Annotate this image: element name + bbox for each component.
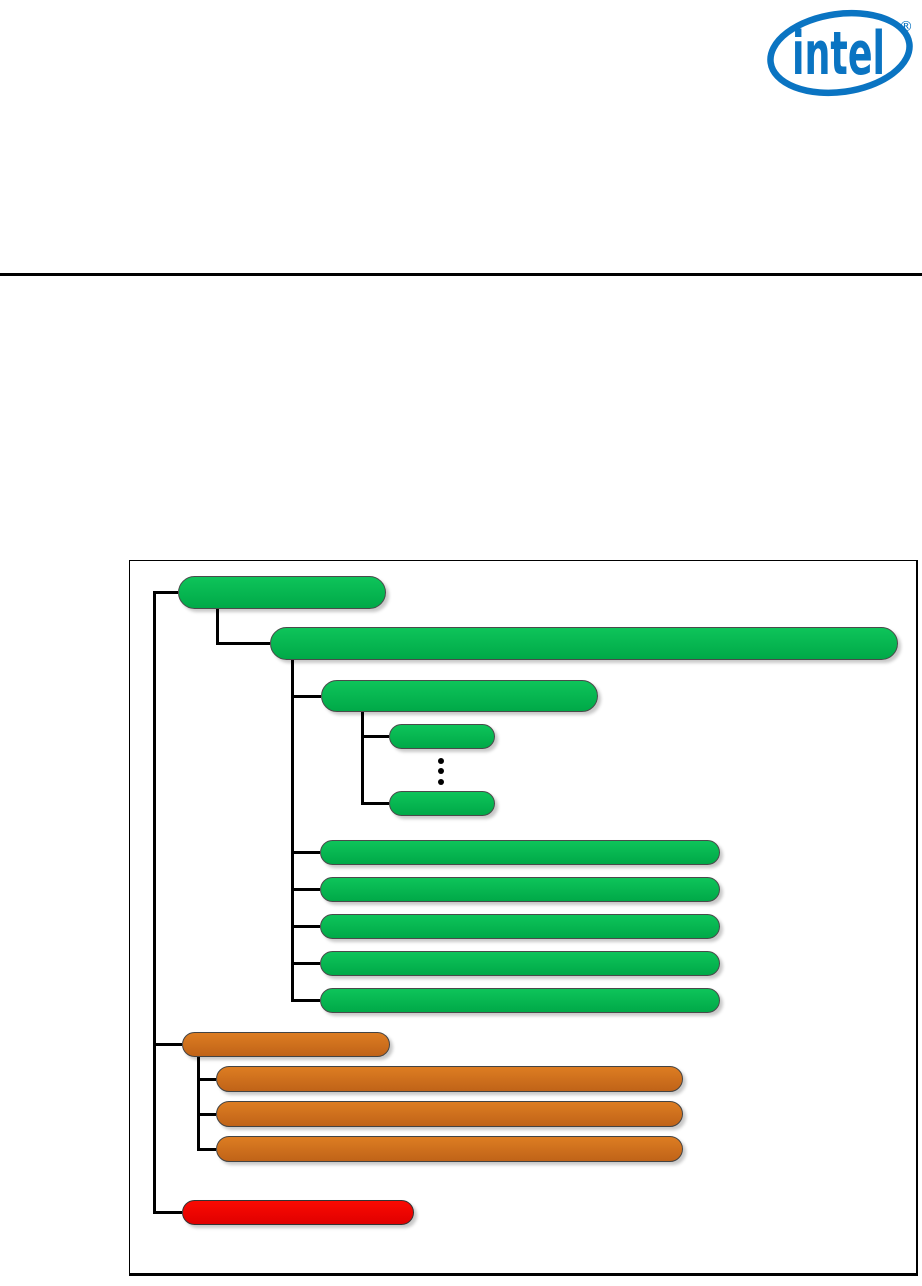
diagram-canvas [130, 561, 916, 1273]
connector-branch-orange-item-1 [197, 1078, 216, 1081]
node-green-branch-wide [270, 627, 898, 660]
connector-green-branch-trunk [291, 660, 294, 1002]
ellipsis-dot [438, 779, 444, 785]
connector-green-root-elbow [216, 642, 270, 645]
node-orange-root [182, 1032, 390, 1057]
node-orange-item-3 [216, 1136, 683, 1162]
connector-branch-green-item-4 [291, 962, 320, 965]
diagram-frame [129, 560, 918, 1276]
connector-branch-orange-item-3 [197, 1148, 216, 1151]
connector-branch-red-node [153, 1211, 182, 1214]
node-red [182, 1200, 414, 1225]
intel-logo-swirl-icon [767, 9, 913, 97]
connector-green-sub-trunk [361, 712, 364, 805]
intel-logo: intel ® [767, 9, 913, 97]
node-green-item-1 [320, 840, 720, 865]
connector-main-trunk [153, 591, 156, 1214]
connector-branch-green-item-1 [291, 851, 320, 854]
registered-mark: ® [899, 19, 913, 35]
intel-logo-text: intel [792, 19, 885, 89]
connector-branch-green-root [153, 591, 178, 594]
ellipsis-dot [438, 758, 444, 764]
connector-branch-orange-item-2 [197, 1113, 216, 1116]
node-green-item-2 [320, 877, 720, 902]
connector-branch-green-item-2 [291, 888, 320, 891]
node-green-item-3 [320, 914, 720, 939]
ellipsis-dot [438, 768, 444, 774]
connector-branch-green-sub [291, 695, 321, 698]
connector-green-root-drop [216, 609, 219, 645]
connector-branch-green-leaf-1 [361, 735, 389, 738]
node-green-leaf-first [389, 724, 495, 749]
node-green-leaf-last [389, 791, 495, 816]
connector-branch-orange-root [153, 1043, 182, 1046]
node-green-root [178, 576, 386, 609]
node-green-subbranch [321, 680, 598, 712]
connector-orange-trunk [197, 1057, 200, 1151]
node-orange-item-2 [216, 1101, 683, 1127]
connector-branch-green-item-5 [291, 999, 320, 1002]
node-green-item-4 [320, 951, 720, 976]
node-orange-item-1 [216, 1066, 683, 1092]
connector-branch-green-leaf-2 [361, 802, 389, 805]
header-rule [0, 273, 922, 276]
connector-branch-green-item-3 [291, 925, 320, 928]
node-green-item-5 [320, 988, 720, 1013]
